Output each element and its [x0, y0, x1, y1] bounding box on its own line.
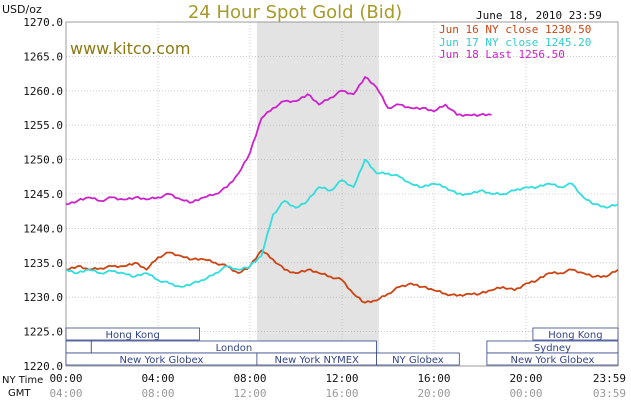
- x-tick-label-ny: 20:00: [509, 372, 542, 385]
- session-label: NY Globex: [392, 355, 444, 366]
- session-box: [486, 352, 619, 366]
- y-tick-label: 1255.0: [23, 119, 63, 132]
- session-label: New York Globex: [511, 355, 595, 366]
- x-tick-label-gmt: 08:00: [141, 387, 174, 400]
- x-tick-label-ny: 00:00: [49, 372, 82, 385]
- x-row-label-ny: NY Time: [2, 375, 43, 386]
- session-label: Sydney: [534, 343, 571, 354]
- y-tick-label: 1235.0: [23, 257, 63, 270]
- x-tick-label-ny: 23:59: [593, 372, 626, 385]
- nymex-session-shade: [256, 22, 379, 366]
- y-tick-label: 1250.0: [23, 154, 63, 167]
- x-tick-label-ny: 08:00: [233, 372, 266, 385]
- y-tick-label: 1245.0: [23, 188, 63, 201]
- x-tick-label-gmt: 20:00: [417, 387, 450, 400]
- x-tick-label-gmt: 04:00: [49, 387, 82, 400]
- session-box: [65, 327, 200, 341]
- series-line-jun18: [65, 76, 492, 206]
- y-tick-label: 1220.0: [23, 360, 63, 373]
- session-box: [65, 340, 92, 354]
- x-tick-label-ny: 04:00: [141, 372, 174, 385]
- y-tick-label: 1225.0: [23, 326, 63, 339]
- x-tick-label-gmt: 03:59: [593, 387, 626, 400]
- legend-jun18: Jun 18 Last 1256.50: [439, 48, 565, 61]
- session-label: New York Globex: [120, 355, 204, 366]
- session-label: New York NYMEX: [275, 355, 360, 366]
- plot-frame: [65, 21, 619, 367]
- x-tick-label-gmt: 12:00: [233, 387, 266, 400]
- session-box: [532, 327, 619, 341]
- legend-jun17: Jun 17 NY close 1245.20: [439, 36, 591, 49]
- x-tick-label-gmt: 00:00: [509, 387, 542, 400]
- series-line-jun17: [65, 158, 619, 288]
- y-tick-label: 1230.0: [23, 291, 63, 304]
- session-label: Hong Kong: [106, 330, 160, 341]
- y-tick-label: 1265.0: [23, 50, 63, 63]
- chart-title: 24 Hour Spot Gold (Bid): [188, 2, 402, 23]
- y-tick-label: 1240.0: [23, 222, 63, 235]
- legend-jun16: Jun 16 NY close 1230.50: [439, 23, 591, 36]
- site-watermark: www.kitco.com: [70, 39, 190, 58]
- series-line-jun16: [65, 249, 619, 304]
- session-box: [376, 352, 460, 366]
- y-tick-label: 1270.0: [23, 16, 63, 29]
- session-label: Hong Kong: [548, 330, 602, 341]
- x-tick-label-ny: 12:00: [325, 372, 358, 385]
- timestamp: June 18, 2010 23:59: [476, 9, 602, 22]
- legend: Jun 16 NY close 1230.50 Jun 17 NY close …: [439, 23, 591, 61]
- session-label: London: [216, 343, 253, 354]
- unit-label: USD/oz: [2, 3, 42, 16]
- x-tick-label-ny: 16:00: [417, 372, 450, 385]
- x-row-label-gmt: GMT: [8, 388, 31, 399]
- y-tick-label: 1260.0: [23, 85, 63, 98]
- x-tick-label-gmt: 16:00: [325, 387, 358, 400]
